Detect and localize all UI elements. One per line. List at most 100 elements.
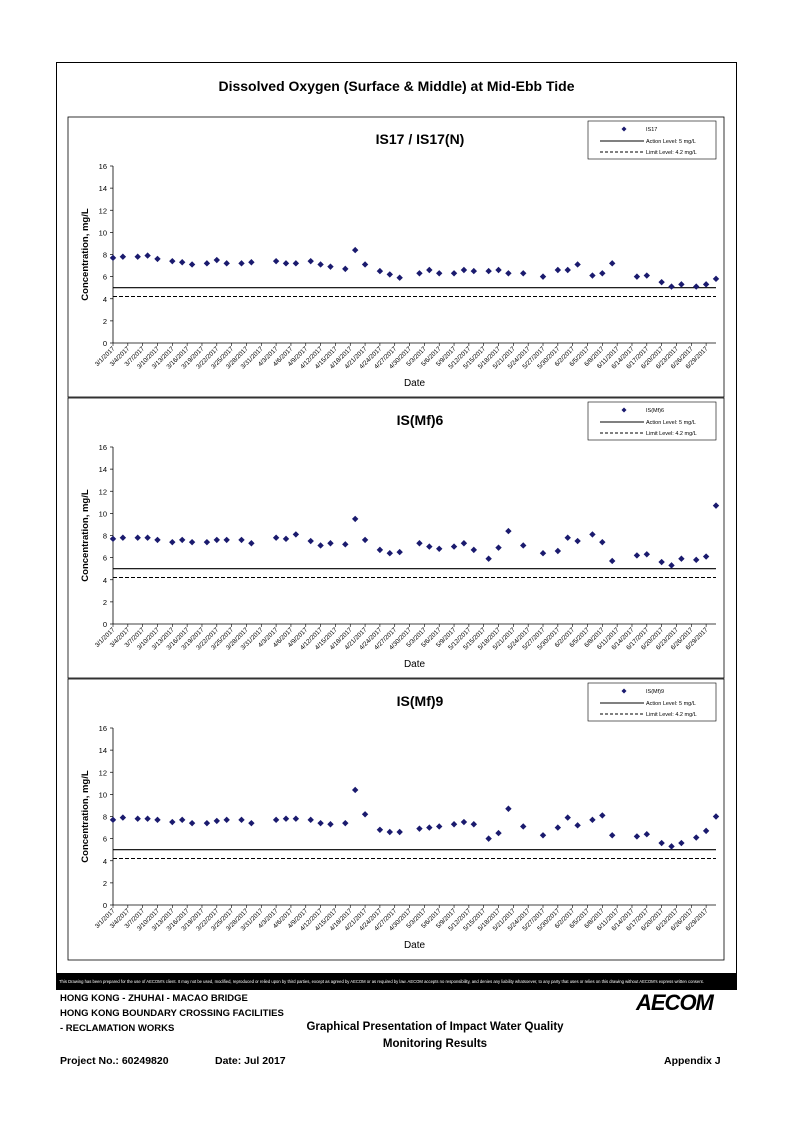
data-point: [119, 253, 127, 260]
data-point: [203, 819, 211, 827]
legend-label-limit: Limit Level: 4.2 mg/L: [646, 712, 697, 718]
data-point: [134, 253, 141, 260]
data-point: [702, 827, 710, 835]
data-point: [169, 257, 176, 265]
data-point: [386, 271, 393, 278]
y-tick-label: 14: [99, 465, 107, 474]
data-point: [248, 540, 255, 547]
data-point: [327, 821, 334, 828]
data-point: [109, 254, 117, 262]
disclaimer-bar: This Drawing has been prepared for the u…: [56, 974, 737, 990]
data-point: [450, 821, 458, 828]
y-tick-label: 12: [99, 206, 107, 215]
project-name-line3: - RECLAMATION WORKS: [60, 1023, 175, 1034]
legend-label-limit: Limit Level: 4.2 mg/L: [646, 150, 697, 156]
y-tick-label: 2: [103, 879, 107, 888]
data-point: [178, 816, 186, 824]
y-tick-label: 6: [103, 835, 107, 844]
data-point: [376, 826, 384, 833]
y-tick-label: 6: [103, 273, 107, 282]
data-point: [426, 824, 433, 831]
data-point: [396, 828, 403, 836]
data-point: [119, 814, 127, 821]
data-point: [154, 255, 161, 263]
data-point: [564, 534, 571, 541]
project-name-line1: HONG KONG - ZHUHAI - MACAO BRIDGE: [60, 993, 248, 1004]
data-point: [342, 541, 349, 548]
data-point: [599, 270, 606, 277]
data-point: [426, 543, 433, 550]
data-point: [693, 834, 700, 841]
legend-box: [587, 401, 717, 441]
legend-box: [587, 120, 717, 160]
y-tick-label: 14: [99, 184, 107, 193]
chart-panel-1: IS17 / IS17(N) 0 2 4 6 8 10 12 14 16 Concentration…: [67, 116, 725, 398]
data-point: [609, 832, 616, 839]
data-point: [599, 538, 606, 546]
data-point: [307, 537, 314, 545]
data-point: [317, 542, 324, 549]
data-point: [693, 556, 700, 564]
data-point: [436, 823, 443, 830]
chart-border: [67, 678, 725, 961]
data-point: [416, 270, 423, 277]
data-point: [119, 534, 127, 541]
data-point: [361, 536, 369, 544]
data-point: [396, 548, 403, 556]
chart-border: [67, 397, 725, 679]
drawing-title-line1: Graphical Presentation of Impact Water Q…: [306, 1021, 564, 1033]
data-point: [539, 273, 547, 280]
data-point: [460, 266, 468, 274]
data-point: [342, 819, 349, 827]
data-point: [539, 832, 547, 839]
y-tick-label: 0: [103, 339, 107, 348]
y-tick-label: 12: [99, 487, 107, 496]
data-point: [213, 817, 220, 825]
data-point: [495, 829, 502, 837]
drawing-date: Date: Jul 2017: [215, 1055, 286, 1067]
data-point: [282, 260, 290, 267]
data-point: [643, 831, 651, 838]
y-tick-label: 8: [103, 251, 107, 260]
project-number: Project No.: 60249820: [60, 1055, 169, 1067]
chart-title: IS(Mf)6: [397, 412, 444, 428]
data-point: [292, 260, 300, 267]
data-point: [460, 818, 468, 826]
data-point: [658, 839, 665, 847]
data-point: [520, 542, 527, 549]
chart-title: IS(Mf)9: [397, 693, 444, 709]
legend-label-series: IS(Mf)6: [646, 408, 664, 414]
data-point: [658, 558, 665, 566]
data-point: [574, 537, 581, 545]
data-point: [307, 816, 314, 824]
data-point: [470, 267, 478, 275]
legend-label-series: IS(Mf)9: [646, 689, 664, 695]
data-point: [327, 263, 334, 270]
data-point: [361, 811, 369, 818]
chart-title: IS17 / IS17(N): [376, 131, 465, 147]
data-point: [678, 281, 685, 288]
data-point: [134, 815, 141, 822]
data-point: [460, 540, 468, 547]
y-tick-label: 0: [103, 901, 107, 910]
data-point: [520, 823, 527, 830]
x-axis-label: Date: [404, 659, 426, 670]
y-tick-label: 12: [99, 768, 107, 777]
data-point: [213, 256, 220, 264]
legend-label-limit: Limit Level: 4.2 mg/L: [646, 431, 697, 437]
data-point: [485, 555, 492, 562]
data-point: [282, 815, 290, 822]
data-point: [272, 816, 280, 824]
legend-label-action: Action Level: 5 mg/L: [646, 701, 696, 707]
page-title: Dissolved Oxygen (Surface & Middle) at M…: [218, 78, 575, 94]
drawing-frame: [56, 62, 737, 974]
y-tick-label: 2: [103, 317, 107, 326]
data-point: [436, 270, 443, 277]
data-point: [134, 534, 141, 541]
y-axis-label: Concentration, mg/L: [80, 208, 91, 301]
data-point: [223, 536, 230, 544]
data-point: [154, 816, 161, 824]
